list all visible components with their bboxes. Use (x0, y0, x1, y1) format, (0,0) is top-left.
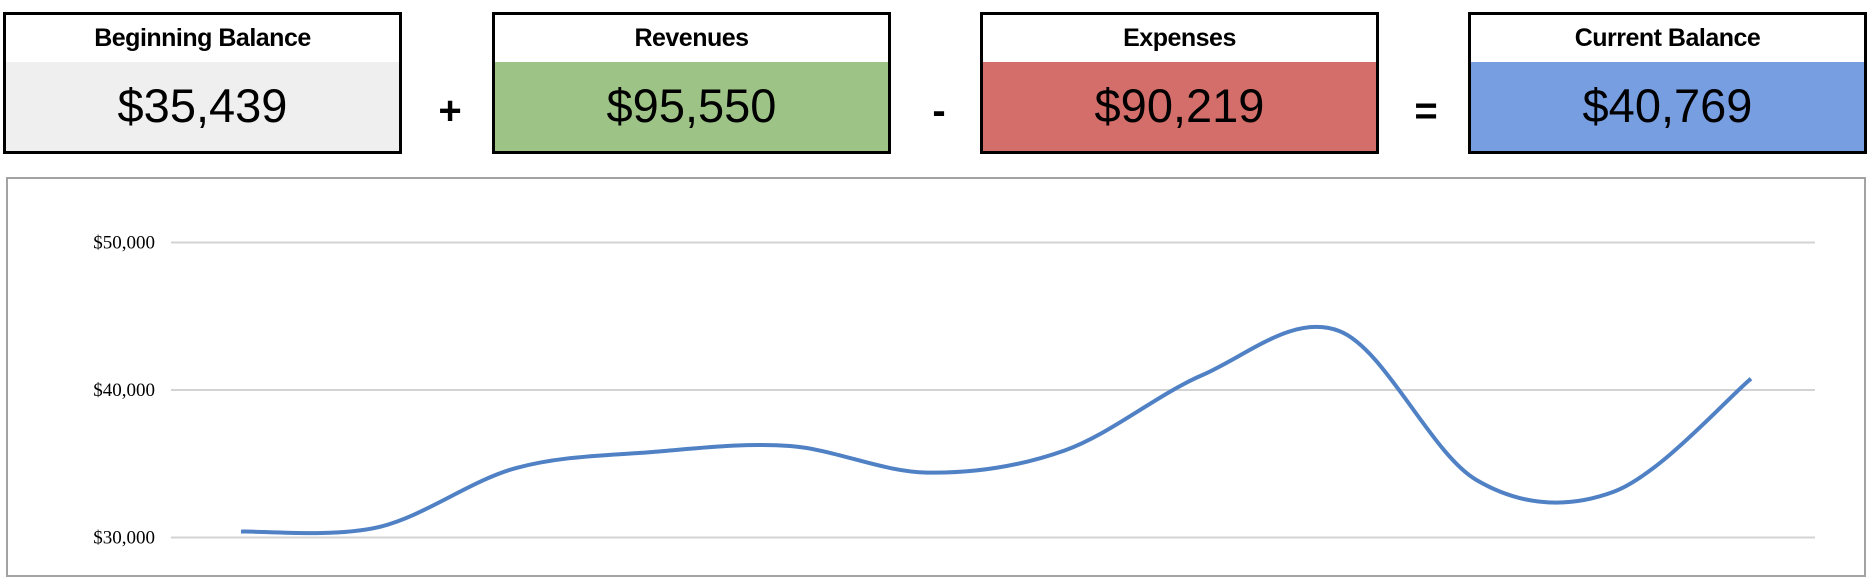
y-tick-label: $40,000 (93, 380, 155, 401)
y-tick-label: $30,000 (93, 528, 155, 549)
y-tick-label: $50,000 (93, 233, 155, 254)
balance-line-chart: $30,000 $40,000 $50,000 (0, 0, 1874, 556)
series-line (241, 327, 1751, 533)
